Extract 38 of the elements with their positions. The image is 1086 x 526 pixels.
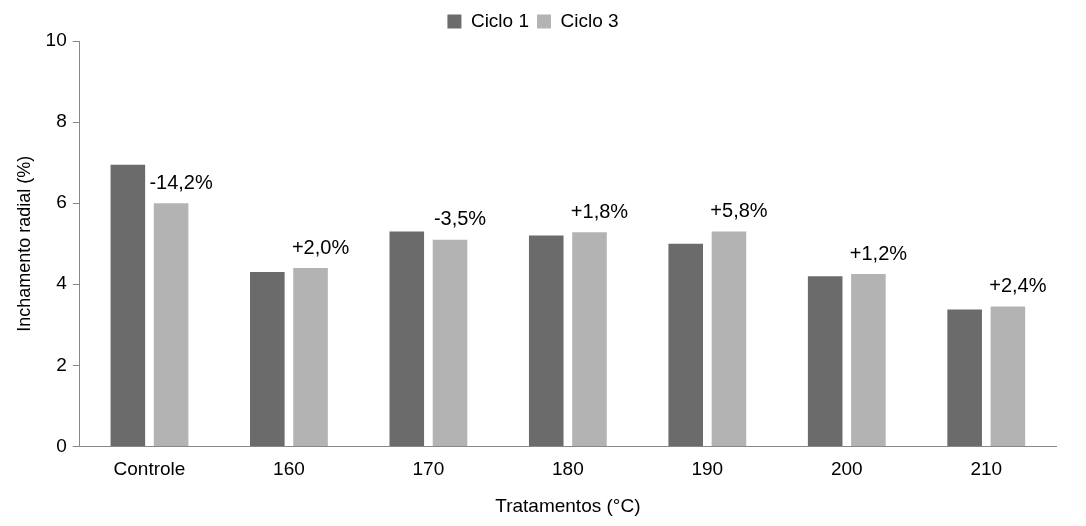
bar — [711, 231, 747, 446]
y-axis-title: Inchamento radial (%) — [13, 155, 34, 332]
annotation: +1,8% — [570, 199, 629, 222]
y-tick-label: 2 — [56, 353, 67, 375]
bar — [947, 309, 982, 446]
bar — [432, 239, 468, 446]
x-tick-label: 180 — [552, 458, 584, 480]
x-axis-title: Tratamentos (°C) — [495, 494, 641, 516]
annotation: +5,8% — [710, 199, 768, 222]
y-tick-label: 6 — [56, 191, 67, 213]
legend-label: Ciclo 1 — [470, 9, 529, 31]
x-tick-label: Controle — [113, 458, 186, 480]
bar — [668, 243, 704, 446]
annotation: -3,5% — [433, 207, 487, 230]
y-tick-label: 10 — [45, 29, 67, 51]
bar — [153, 203, 189, 446]
bar — [807, 276, 843, 446]
bar — [572, 232, 607, 446]
y-tick-label: 4 — [56, 272, 68, 294]
bar — [110, 164, 146, 446]
legend-label: Ciclo 3 — [560, 9, 619, 31]
bar — [250, 272, 285, 446]
x-tick-label: 200 — [830, 458, 863, 480]
x-tick-label: 160 — [273, 458, 305, 480]
annotation: +2,4% — [989, 274, 1047, 297]
annotation: +1,2% — [849, 241, 908, 264]
annotation: +2,0% — [291, 235, 350, 258]
x-tick-label: 190 — [691, 458, 724, 480]
x-tick-label: 210 — [970, 458, 1003, 480]
bar — [389, 231, 425, 446]
bar — [293, 268, 328, 446]
annotation: -14,2% — [149, 170, 213, 193]
y-tick-label: 0 — [56, 434, 67, 456]
bar — [528, 235, 564, 446]
y-tick-label: 8 — [56, 110, 67, 132]
x-tick-label: 170 — [412, 458, 445, 480]
bar — [990, 306, 1026, 446]
bar — [851, 274, 886, 446]
